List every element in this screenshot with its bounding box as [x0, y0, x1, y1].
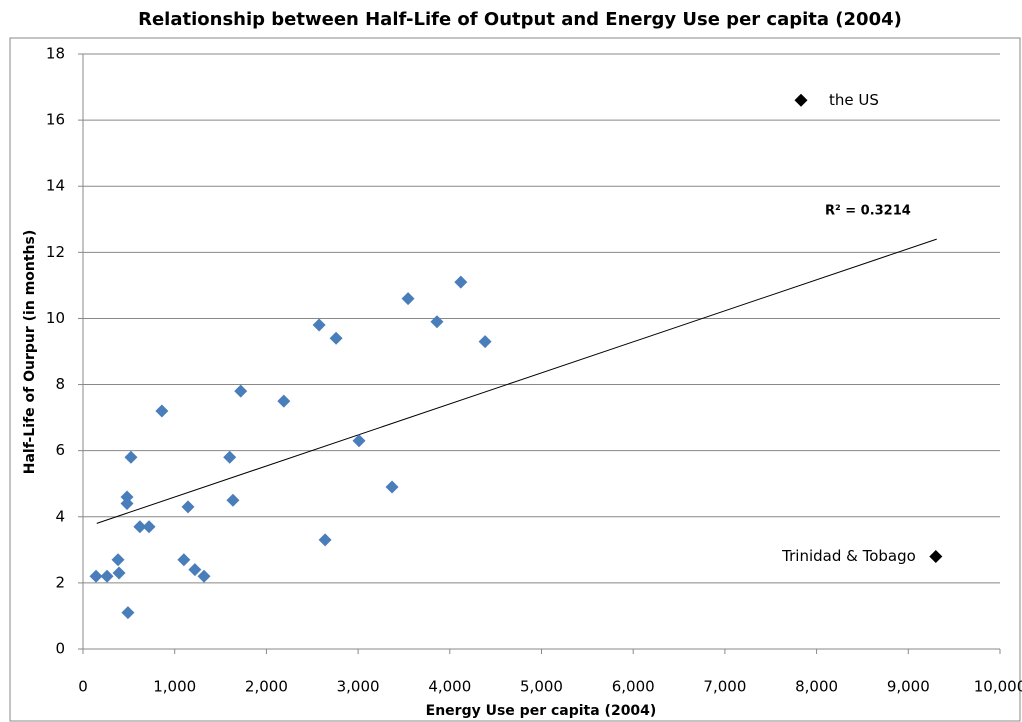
point: [318, 533, 332, 547]
point: [121, 606, 135, 620]
y-axis-label: Half-Life of Ourpur (in months): [22, 230, 38, 475]
x-tick-label: 6,000: [612, 678, 655, 696]
x-tick-label: 7,000: [703, 678, 746, 696]
point: [188, 563, 202, 577]
x-tick-label: 9,000: [887, 678, 930, 696]
point: [155, 404, 169, 418]
point: [430, 315, 444, 329]
y-tick-label: 0: [55, 640, 65, 658]
x-tick-label: 2,000: [245, 678, 288, 696]
point: [197, 569, 211, 583]
y-tick-label: 8: [55, 375, 65, 393]
point: [401, 292, 415, 306]
point: [120, 497, 134, 511]
point: [142, 520, 156, 534]
y-tick-label: 10: [46, 309, 65, 327]
x-tick-label: 0: [78, 678, 88, 696]
y-tick-label: 6: [55, 441, 65, 459]
point: [329, 331, 343, 345]
point: [181, 500, 195, 514]
point: [794, 93, 808, 107]
point: [454, 275, 468, 289]
point: [111, 553, 125, 567]
x-axis-label: Energy Use per capita (2004): [426, 703, 657, 719]
point: [133, 520, 147, 534]
point: [385, 480, 399, 494]
y-tick-label: 12: [46, 243, 65, 261]
point: [478, 335, 492, 349]
x-tick-label: 4,000: [428, 678, 471, 696]
point: [352, 434, 366, 448]
y-tick-label: 18: [46, 45, 65, 63]
point: [277, 394, 291, 408]
x-tick-label: 10,000: [974, 678, 1022, 696]
point: [124, 450, 138, 464]
y-tick-label: 4: [55, 507, 65, 525]
point: [223, 450, 237, 464]
y-tick-label: 16: [46, 111, 65, 129]
point: [100, 569, 114, 583]
x-tick-label: 5,000: [520, 678, 563, 696]
x-tick-label: 3,000: [337, 678, 380, 696]
point: [312, 318, 326, 332]
y-tick-label: 14: [46, 177, 65, 195]
r-squared: R² = 0.3214: [825, 204, 911, 219]
point: [120, 490, 134, 504]
point-label: Trinidad & Tobago: [781, 547, 916, 565]
y-tick-label: 2: [55, 573, 65, 591]
point: [112, 566, 126, 580]
x-tick-label: 1,000: [153, 678, 196, 696]
chart-border: [9, 37, 1021, 722]
point: [929, 549, 943, 563]
trendline: [96, 238, 937, 524]
chart-title: Relationship between Half-Life of Output…: [138, 9, 902, 30]
point-label: the US: [829, 91, 879, 109]
point: [226, 493, 240, 507]
point: [234, 384, 248, 398]
point: [177, 553, 191, 567]
point: [89, 569, 103, 583]
x-tick-label: 8,000: [795, 678, 838, 696]
